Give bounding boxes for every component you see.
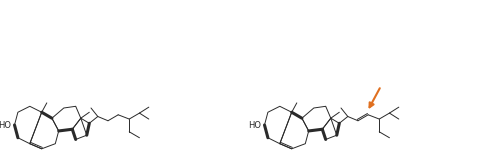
Text: HO: HO — [248, 121, 262, 129]
Text: HO: HO — [0, 121, 12, 129]
